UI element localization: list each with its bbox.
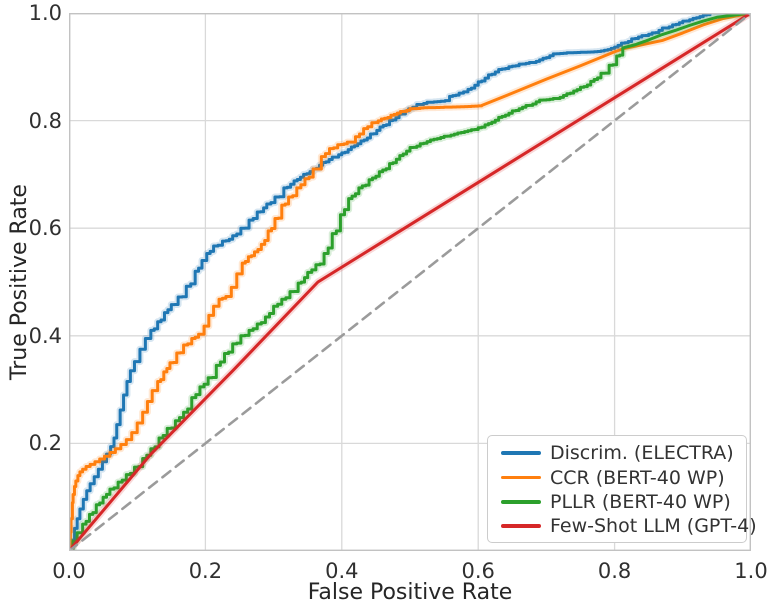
legend-item-pllr-bert-40-wp: PLLR (BERT-40 WP) (501, 490, 746, 514)
y-tick-label: 0.6 (28, 216, 62, 241)
plot-area (69, 13, 751, 551)
legend-item-label: PLLR (BERT-40 WP) (550, 490, 731, 513)
legend-item-label: Discrim. (ELECTRA) (550, 442, 734, 465)
curve-pllr-bert-40-wp (69, 13, 751, 551)
x-tick-label: 1.0 (734, 559, 768, 583)
legend-item-label: CCR (BERT-40 WP) (550, 466, 725, 489)
legend-item-ccr-bert-40-wp: CCR (BERT-40 WP) (501, 465, 746, 489)
y-tick-label: 0.4 (28, 323, 62, 348)
legend-swatch-line (501, 500, 541, 504)
plot-canvas (69, 13, 751, 551)
y-tick-label: 0.2 (28, 431, 62, 456)
legend-swatch-line (501, 524, 541, 529)
y-tick-label: 1.0 (28, 1, 62, 25)
curve-chance-diagonal (69, 13, 751, 551)
curve-discrim-electra (69, 13, 751, 551)
x-tick-label: 0.4 (325, 559, 359, 583)
x-tick-label: 0.6 (461, 559, 495, 583)
y-axis-label: True Positive Rate (7, 184, 32, 380)
x-tick-label: 0.2 (188, 559, 223, 583)
legend-item-label: Few-Shot LLM (GPT-4) (550, 515, 757, 538)
curve-ccr-bert-40-wp (69, 13, 751, 551)
plot-spines (69, 13, 751, 551)
legend-item-discrim-electra: Discrim. (ELECTRA) (501, 441, 746, 465)
legend: Discrim. (ELECTRA) CCR (BERT-40 WP) PLLR (… (487, 435, 757, 543)
legend-item-few-shot-llm-gpt-4: Few-Shot LLM (GPT-4) (501, 514, 757, 538)
y-tick-label: 0.8 (28, 108, 62, 133)
curve-few-shot-llm-gpt-4 (69, 13, 751, 551)
x-tick-label: 0.0 (52, 559, 86, 583)
legend-swatch-line (501, 451, 541, 456)
legend-swatch-line (501, 475, 541, 480)
x-axis-label: False Positive Rate (307, 580, 513, 605)
x-tick-label: 0.8 (597, 559, 632, 583)
